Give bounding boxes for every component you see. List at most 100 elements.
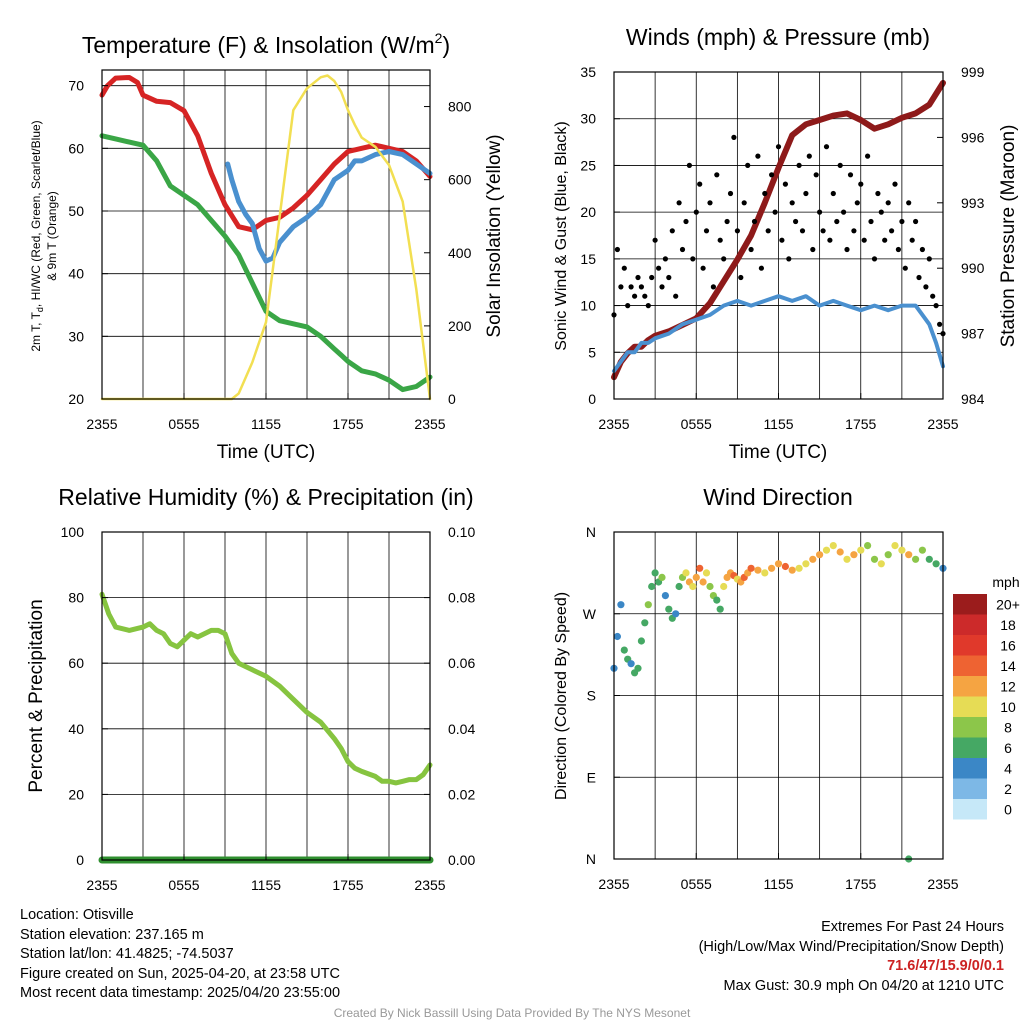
temperature-x-tick-label: 2355	[86, 416, 117, 432]
winds-panel: Winds (mph) & Pressure (mb) 0 5 10 15 20 25 30…	[553, 24, 1019, 463]
direction-point	[781, 562, 790, 571]
direction-point	[613, 632, 622, 641]
speed-legend-label: 6	[1004, 740, 1012, 756]
winds-right-tick-label: 996	[961, 129, 985, 145]
direction-grid	[614, 532, 943, 859]
gust-point	[779, 237, 785, 243]
humidity-right-tick-label: 0.08	[448, 590, 475, 606]
temperature-series-line	[100, 74, 432, 401]
temperature-left-tick-label: 70	[68, 78, 84, 94]
gust-point	[803, 190, 809, 197]
direction-point	[682, 569, 690, 577]
humidity-x-tick-label: 2355	[414, 877, 445, 893]
direction-point	[716, 605, 724, 613]
winds-series-line	[612, 294, 945, 373]
gust-point	[858, 181, 864, 187]
direction-point	[634, 664, 642, 672]
gust-point	[765, 228, 771, 234]
humidity-left-ticks: 0 20 40 60 80 100	[61, 524, 108, 868]
gust-point	[827, 237, 833, 243]
gust-point	[906, 200, 912, 206]
humidity-left-tick-label: 20	[68, 786, 84, 802]
direction-left-tick-label: N	[586, 524, 596, 540]
gust-point	[895, 246, 902, 253]
temperature-series	[99, 74, 433, 401]
credit-line: Created By Nick Bassill Using Data Provi…	[333, 1006, 691, 1020]
speed-legend-label: 12	[1000, 678, 1016, 694]
direction-x-tick-label: 1755	[845, 876, 876, 892]
winds-left-tick-label: 20	[580, 204, 596, 220]
humidity-series-line	[99, 591, 433, 786]
gust-point	[649, 274, 655, 281]
gust-point	[799, 228, 806, 234]
figure-created: Figure created on Sun, 2025-04-20, at 23…	[20, 965, 340, 982]
speed-legend-label: 0	[1004, 801, 1012, 817]
extremes-box: Extremes For Past 24 Hours (High/Low/Max…	[699, 918, 1004, 996]
winds-left-tick-label: 25	[580, 157, 596, 173]
direction-point	[699, 578, 707, 586]
direction-point	[665, 605, 673, 613]
direction-point	[706, 582, 714, 591]
speed-legend-swatch	[953, 655, 987, 676]
humidity-left-tick-label: 80	[68, 590, 84, 606]
direction-x-tick-label: 1155	[763, 876, 793, 892]
direction-point	[912, 555, 920, 563]
temperature-left-tick-label: 20	[68, 391, 84, 407]
temperature-left-ticks: 20 30 40 50 60 70	[68, 78, 108, 407]
gust-point	[782, 181, 789, 187]
humidity-right-tick-label: 0.04	[448, 721, 475, 737]
winds-title: Winds (mph) & Pressure (mb)	[626, 24, 930, 50]
speed-legend-swatch	[953, 758, 987, 779]
gust-point	[697, 181, 703, 187]
temperature-ylabel-left-line1: 2m T, Td, HI/WC (Red, Green, Scarlet/Blu…	[29, 120, 45, 351]
winds-x-ticks: 2355 0555 1155 1755 2355	[598, 393, 959, 432]
direction-point	[713, 596, 721, 604]
direction-point	[836, 548, 844, 556]
temperature-right-tick-label: 800	[448, 99, 472, 115]
temperature-x-tick-label: 0555	[168, 416, 199, 432]
direction-point	[843, 555, 851, 563]
gust-point	[769, 172, 775, 178]
gust-point	[673, 293, 679, 299]
gust-point	[659, 284, 665, 290]
direction-point	[651, 569, 659, 577]
gust-point	[690, 256, 696, 262]
gust-point	[854, 200, 860, 206]
gust-point	[693, 209, 699, 215]
direction-x-ticks: 2355 0555 1155 1755 2355	[598, 853, 959, 892]
gust-point	[817, 209, 823, 215]
gust-point	[645, 303, 651, 309]
gust-point	[868, 218, 874, 225]
humidity-left-tick-label: 60	[68, 655, 84, 671]
gust-point	[772, 209, 778, 215]
humidity-x-tick-label: 0555	[168, 877, 199, 893]
humidity-x-ticks: 2355 0555 1155 1755 2355	[86, 854, 446, 893]
direction-point	[850, 551, 858, 559]
speed-legend-label: 10	[1000, 699, 1016, 715]
gust-point	[889, 228, 895, 234]
direction-point	[898, 546, 906, 554]
temperature-left-tick-label: 30	[68, 328, 84, 344]
humidity-x-tick-label: 1755	[332, 877, 363, 893]
gust-point	[871, 256, 878, 262]
max-gust: Max Gust: 30.9 mph On 04/20 at 1210 UTC	[723, 977, 1004, 994]
gust-point	[679, 246, 686, 253]
temperature-right-tick-label: 400	[448, 245, 472, 261]
winds-right-tick-label: 990	[961, 260, 985, 276]
gust-point	[628, 284, 634, 290]
gust-point	[717, 237, 723, 243]
direction-left-tick-label: S	[587, 688, 596, 704]
temperature-right-tick-label: 200	[448, 318, 472, 334]
direction-point	[877, 560, 885, 568]
gust-point	[823, 144, 830, 150]
direction-point	[795, 564, 803, 572]
direction-point	[932, 560, 940, 568]
temperature-series-line	[99, 133, 433, 393]
speed-legend-swatch	[953, 778, 987, 799]
temperature-ylabel-left-line2: & 9m T (Orange)	[45, 191, 59, 281]
humidity-right-tick-label: 0.00	[448, 852, 475, 868]
gust-point	[751, 218, 758, 225]
gust-point	[614, 246, 621, 253]
gust-point	[683, 218, 689, 225]
